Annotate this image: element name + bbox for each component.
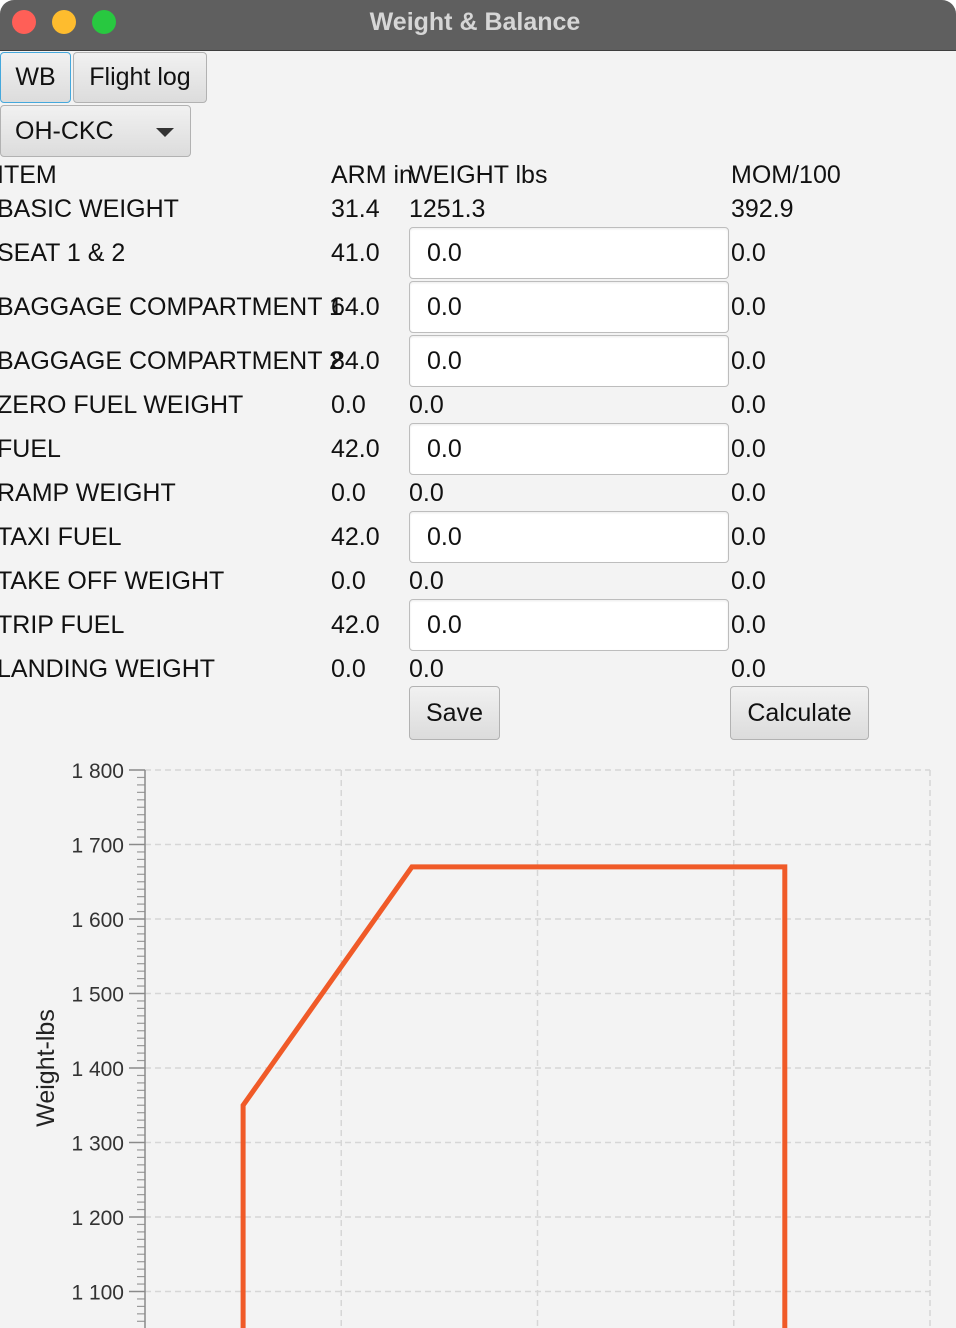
- y-tick-label: 1 300: [71, 1133, 124, 1156]
- y-tick-label: 1 800: [71, 760, 124, 783]
- window-title: Weight & Balance: [369, 8, 581, 36]
- fuel-weight-input[interactable]: [409, 423, 729, 475]
- row-arm-value: 0.0: [331, 567, 366, 595]
- header-weight: WEIGHT lbs: [409, 161, 548, 189]
- close-window-button[interactable]: [12, 10, 36, 34]
- y-tick-labels: 1 800 1 700 1 600 1 500 1 400 1 300 1 200 1 100: [71, 760, 124, 1305]
- baggage-2-weight-input[interactable]: [409, 335, 729, 387]
- row-item-label: LANDING WEIGHT: [0, 655, 216, 683]
- row-item-label: RAMP WEIGHT: [0, 479, 176, 507]
- header-item: ITEM: [0, 161, 57, 189]
- title-bar: Weight & Balance: [0, 0, 956, 51]
- row-mom-value: 0.0: [731, 293, 766, 321]
- row-item-label: BAGGAGE COMPARTMENT 1: [0, 293, 343, 321]
- seat-weight-input[interactable]: [409, 227, 729, 279]
- row-mom-value: 0.0: [731, 611, 766, 639]
- trip-fuel-weight-input[interactable]: [409, 599, 729, 651]
- cg-envelope-chart: 1 800 1 700 1 600 1 500 1 400 1 300 1 200 1 100…: [32, 760, 931, 1328]
- row-arm-value: 42.0: [331, 435, 380, 463]
- y-tick-label: 1 500: [71, 984, 124, 1007]
- row-arm-value: 0.0: [331, 391, 366, 419]
- row-arm-value: 42.0: [331, 523, 380, 551]
- y-tick-label: 1 100: [71, 1282, 124, 1305]
- row-mom-value: 0.0: [731, 479, 766, 507]
- envelope-line: [240, 864, 788, 1328]
- aircraft-select-value: OH-CKC: [15, 117, 114, 145]
- row-weight-value: 0.0: [409, 479, 444, 507]
- row-weight-value: 0.0: [409, 655, 444, 683]
- row-item-label: FUEL: [0, 435, 61, 463]
- row-mom-value: 0.0: [731, 567, 766, 595]
- y-tick-label: 1 200: [71, 1207, 124, 1230]
- row-arm-value: 0.0: [331, 655, 366, 683]
- y-axis-label: Weight-lbs: [32, 1009, 60, 1127]
- chart-series: [240, 864, 788, 1328]
- baggage-1-weight-input[interactable]: [409, 281, 729, 333]
- y-tick-label: 1 600: [71, 909, 124, 932]
- save-button[interactable]: Save: [409, 686, 500, 740]
- taxi-fuel-weight-input[interactable]: [409, 511, 729, 563]
- header-mom: MOM/100: [731, 161, 841, 189]
- row-weight-value: 0.0: [409, 567, 444, 595]
- row-mom-value: 0.0: [731, 523, 766, 551]
- y-tick-label: 1 400: [71, 1058, 124, 1081]
- row-arm-value: 64.0: [331, 293, 380, 321]
- minimize-window-button[interactable]: [52, 10, 76, 34]
- row-item-label: TRIP FUEL: [0, 611, 125, 639]
- calculate-button[interactable]: Calculate: [730, 686, 869, 740]
- row-arm-value: 31.4: [331, 195, 380, 223]
- chevron-down-icon: [156, 128, 174, 137]
- row-item-label: ZERO FUEL WEIGHT: [0, 391, 244, 419]
- row-item-label: TAKE OFF WEIGHT: [0, 567, 225, 595]
- row-mom-value: 0.0: [731, 655, 766, 683]
- row-weight-value: 1251.3: [409, 195, 486, 223]
- maximize-window-button[interactable]: [92, 10, 116, 34]
- row-weight-value: 0.0: [409, 391, 444, 419]
- row-mom-value: 0.0: [731, 435, 766, 463]
- row-arm-value: 0.0: [331, 479, 366, 507]
- row-mom-value: 0.0: [731, 239, 766, 267]
- row-arm-value: 41.0: [331, 239, 380, 267]
- row-arm-value: 84.0: [331, 347, 380, 375]
- row-mom-value: 0.0: [731, 347, 766, 375]
- row-item-label: BASIC WEIGHT: [0, 195, 179, 223]
- row-arm-value: 42.0: [331, 611, 380, 639]
- aircraft-select[interactable]: OH-CKC: [0, 105, 191, 157]
- row-mom-value: 392.9: [731, 195, 794, 223]
- header-arm: ARM in: [331, 161, 413, 189]
- row-item-label: BAGGAGE COMPARTMENT 2: [0, 347, 343, 375]
- y-axis: [129, 769, 146, 1328]
- row-item-label: SEAT 1 & 2: [0, 239, 126, 267]
- tab-wb[interactable]: WB: [0, 52, 71, 103]
- row-item-label: TAXI FUEL: [0, 523, 122, 551]
- row-mom-value: 0.0: [731, 391, 766, 419]
- tab-flight-log[interactable]: Flight log: [73, 52, 207, 103]
- chart-grid: [145, 769, 931, 1328]
- y-tick-label: 1 700: [71, 835, 124, 858]
